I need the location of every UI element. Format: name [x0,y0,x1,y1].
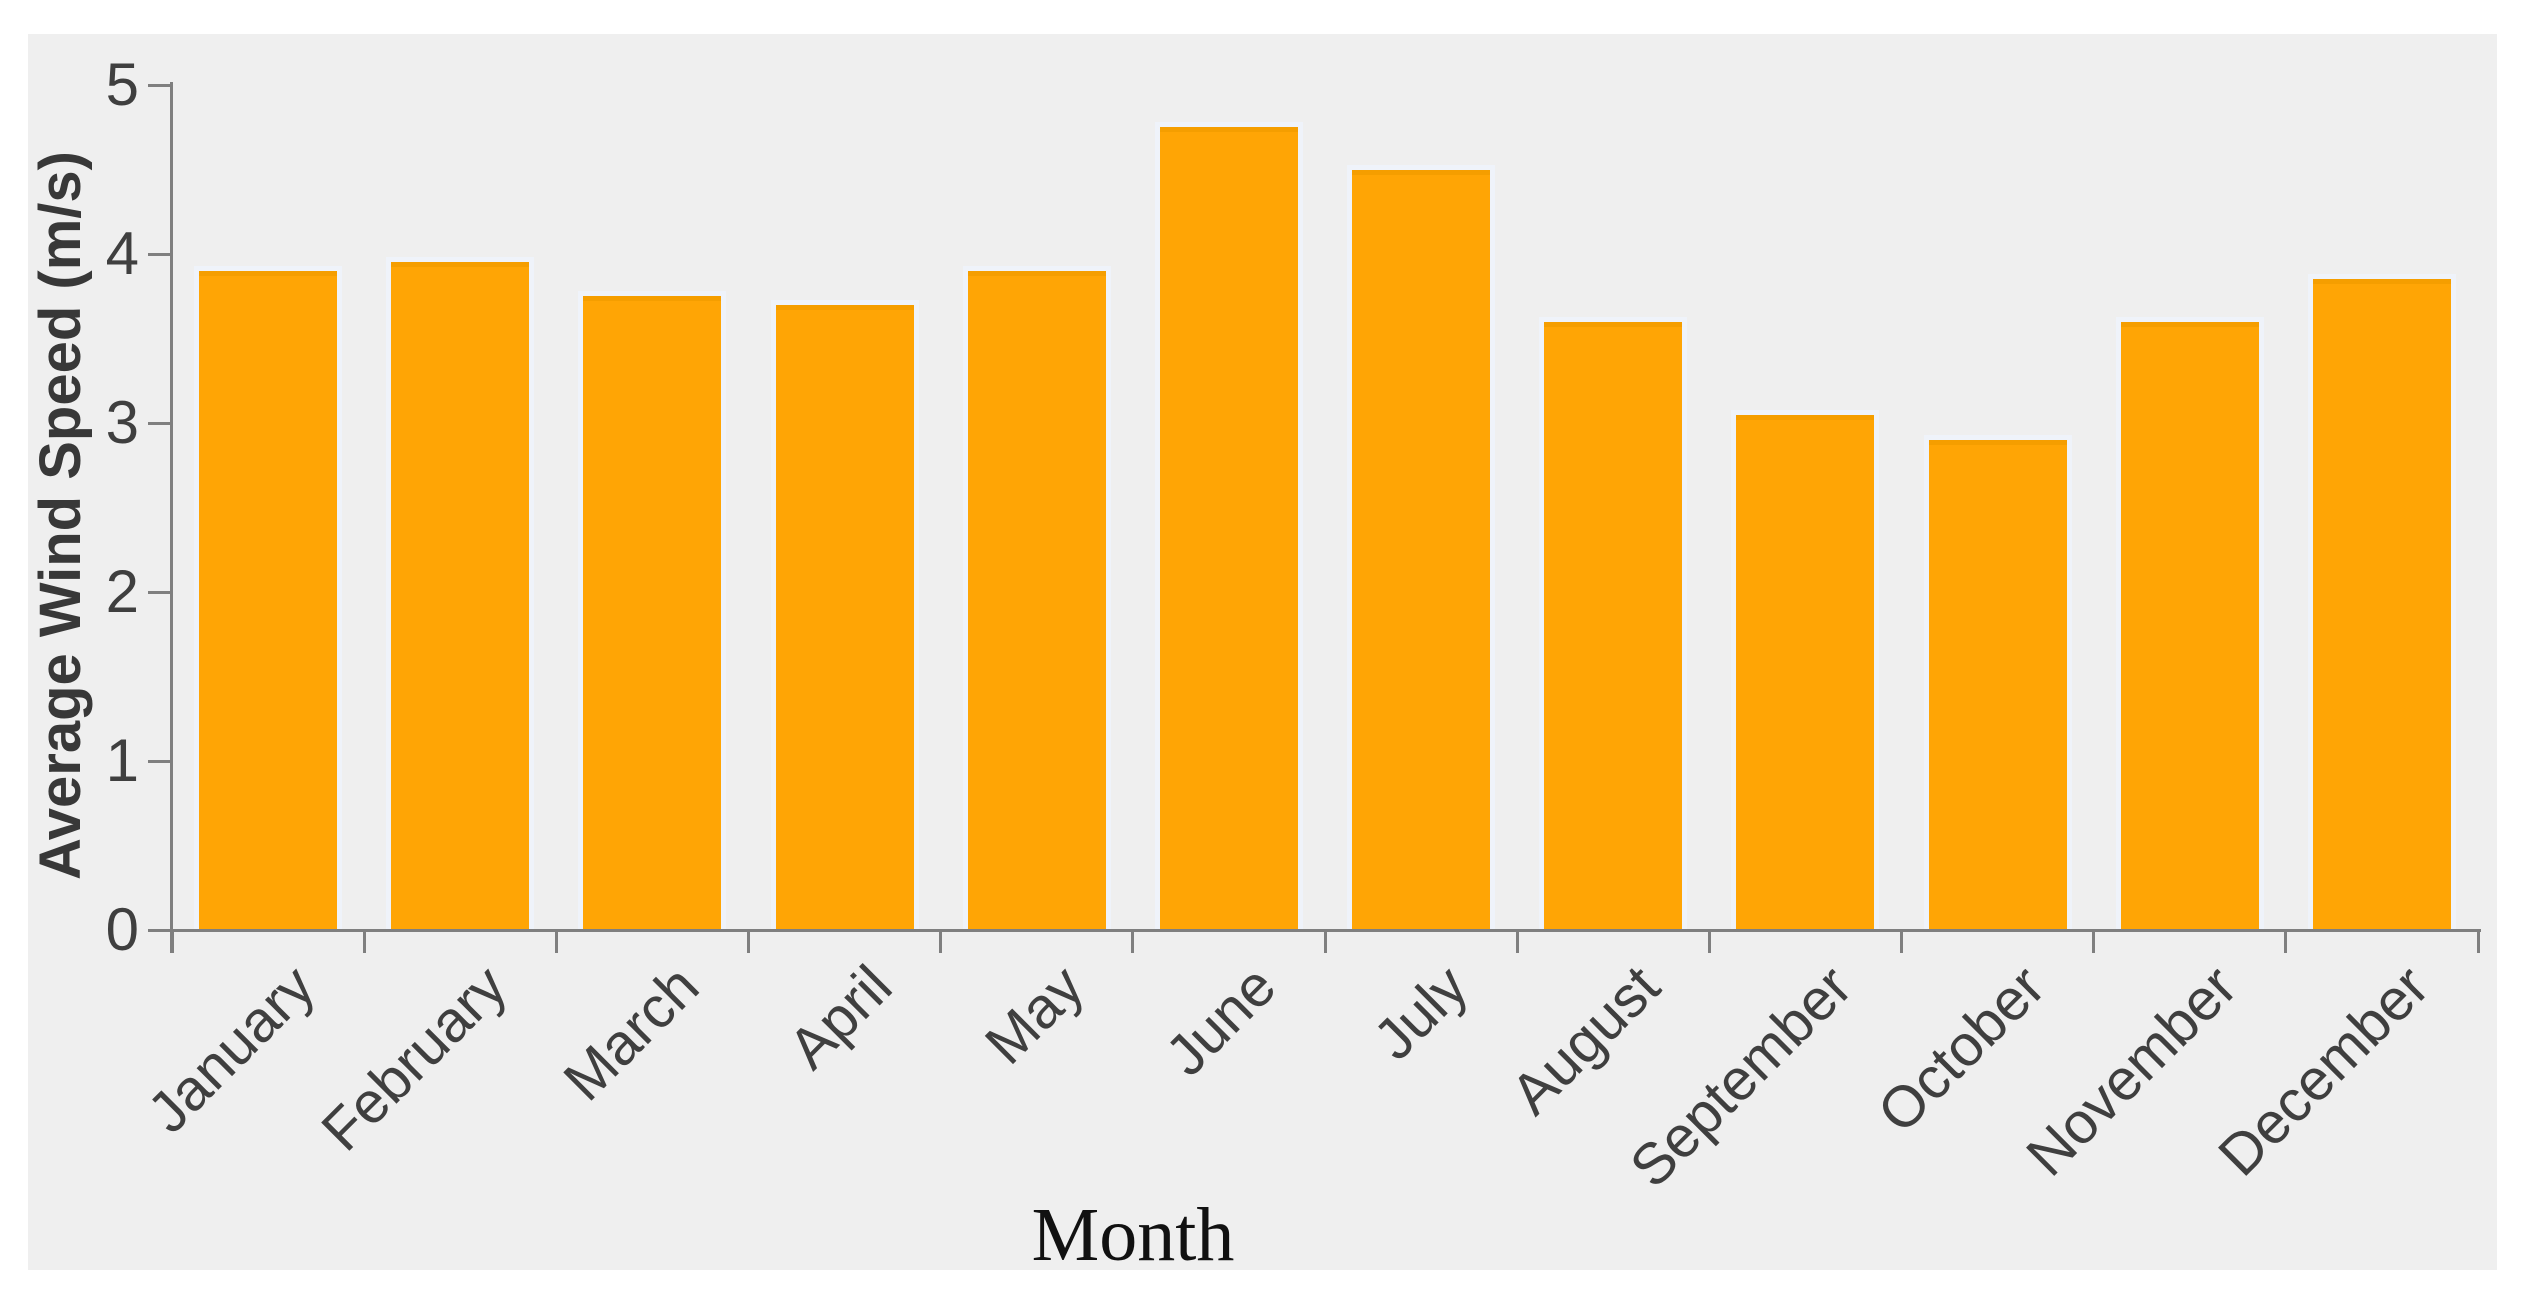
x-axis-tick [554,931,558,953]
bar-november [2115,316,2264,930]
y-axis-tick [148,421,170,425]
x-axis-tick [939,931,943,953]
y-axis-tick-label: 5 [105,51,139,118]
bar-june [1154,122,1303,930]
bar-august [1539,316,1688,930]
x-axis-tick [1707,931,1711,953]
y-axis-title: Average Wind Speed (m/s) [4,85,116,945]
y-axis-tick [148,590,170,594]
bar-december [2307,274,2456,930]
y-axis-tick-label: 4 [105,220,139,287]
x-axis-tick [2092,931,2096,953]
bar-february [386,257,535,930]
bar-may [962,265,1111,930]
x-axis-tick [1900,931,1903,953]
y-axis-tick [148,759,170,763]
x-axis-tick [2476,931,2480,953]
x-axis-tick [2284,931,2288,953]
bar-september [1731,409,1880,930]
y-axis-tick [148,252,170,256]
y-axis-tick [148,928,170,932]
x-axis-title: Month [1031,1193,1235,1277]
bar-january [194,265,343,930]
y-axis-tick-label: 0 [105,896,139,963]
x-axis-line [170,929,2481,932]
x-axis-tick [1323,931,1327,953]
x-axis-tick [1515,931,1519,953]
y-axis-tick-label: 1 [105,727,139,794]
x-axis-tick [747,931,750,953]
y-axis-tick-label: 3 [105,389,139,456]
bar-july [1347,164,1496,930]
y-axis-tick [148,83,170,87]
y-axis-line [170,82,173,953]
bar-april [770,299,919,930]
x-axis-tick [362,931,366,953]
x-axis-tick [1131,931,1135,953]
bar-october [1923,434,2072,930]
bar-march [578,291,727,930]
y-axis-tick-label: 2 [105,558,139,625]
